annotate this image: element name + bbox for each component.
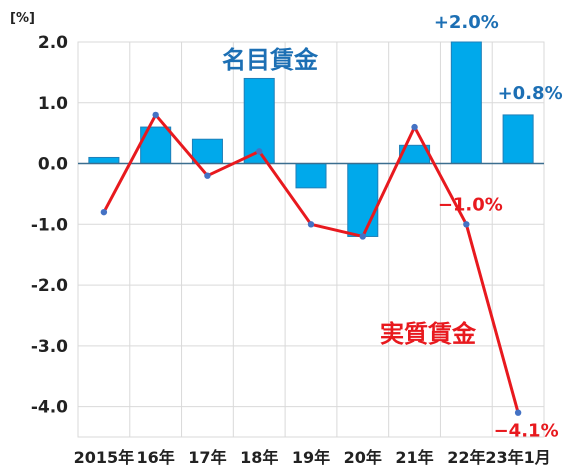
bar <box>295 163 327 189</box>
annotations: +2.0% +0.8% −1.0% −4.1% <box>434 12 563 442</box>
x-tick-labels: 2015年 16年 17年 18年 19年 20年 21年 22年 23年1月 <box>74 448 551 467</box>
x-tick-label: 22年 <box>447 448 485 467</box>
line-point <box>359 233 366 240</box>
y-tick-label: -4.0 <box>31 398 68 418</box>
x-tick-label: 2015年 <box>74 448 135 467</box>
y-tick-label: 0.0 <box>38 155 68 175</box>
line-point <box>204 172 211 179</box>
value-annotation: −1.0% <box>438 194 503 215</box>
y-tick-label: -2.0 <box>31 276 68 296</box>
nominal-wage-label: 名目賃金 <box>222 46 319 74</box>
line-point <box>256 148 263 155</box>
bar <box>450 41 482 165</box>
line-point <box>307 221 315 228</box>
bar-series <box>78 41 544 237</box>
real-wage-label: 実質賃金 <box>380 320 477 348</box>
y-axis-unit: [%] <box>10 11 35 26</box>
line-series <box>100 111 522 416</box>
bar <box>347 163 379 237</box>
x-tick-label: 16年 <box>137 448 175 467</box>
grid <box>77 41 545 438</box>
y-tick-label: 2.0 <box>38 33 68 53</box>
y-tick-label: -3.0 <box>31 337 68 357</box>
value-annotation: −4.1% <box>494 421 559 442</box>
y-tick-labels: 2.0 1.0 0.0 -1.0 -2.0 -3.0 -4.0 <box>31 33 68 418</box>
bar <box>88 156 120 165</box>
bar <box>502 114 534 165</box>
bar <box>191 138 223 165</box>
y-tick-label: 1.0 <box>38 94 68 114</box>
x-tick-label: 18年 <box>240 448 278 467</box>
y-tick-label: -1.0 <box>31 215 68 235</box>
x-tick-label: 17年 <box>188 448 226 467</box>
x-tick-label: 19年 <box>292 448 330 467</box>
line-point <box>463 221 470 228</box>
x-tick-label: 21年 <box>395 448 433 467</box>
value-annotation: +2.0% <box>434 12 499 33</box>
line-point <box>152 111 159 119</box>
value-annotation: +0.8% <box>498 83 563 104</box>
line-point <box>411 123 418 131</box>
line-point <box>100 208 108 216</box>
x-tick-label: 23年1月 <box>485 448 550 467</box>
x-tick-label: 20年 <box>344 448 382 467</box>
line-point <box>514 409 522 416</box>
